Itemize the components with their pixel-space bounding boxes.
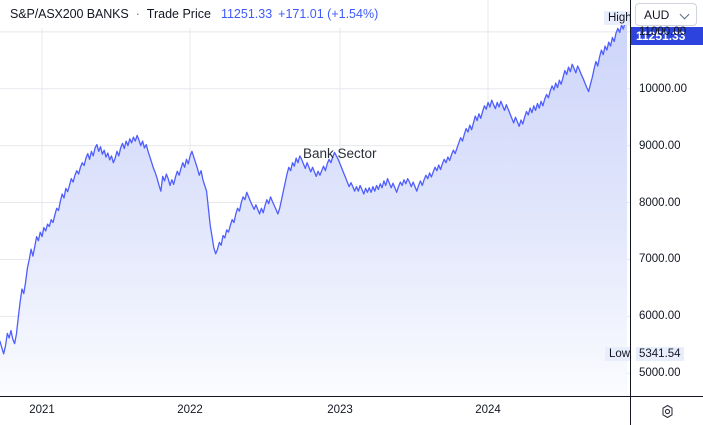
chart-settings-button[interactable]: [630, 397, 703, 425]
current-price-badge: 11251.33: [631, 26, 703, 45]
time-axis-tick: 2024: [475, 404, 501, 416]
legend-change: +171.01 (+1.54%): [278, 7, 379, 21]
crosshair-target-icon: [661, 404, 673, 418]
low-tag: Low: [605, 346, 635, 361]
price-axis-tick: 7000.00: [639, 253, 681, 266]
price-axis-tick: 9000.00: [639, 139, 681, 152]
chart-watermark-label: Bank Sector: [303, 146, 377, 161]
time-axis-tick: 2021: [29, 404, 55, 416]
price-axis-tick: 10000.00: [639, 82, 687, 95]
price-axis-tick: 11000.00: [639, 25, 687, 38]
legend-separator: ·: [135, 7, 140, 21]
price-field-label: Trade Price: [146, 7, 211, 21]
series-area-fill: [0, 17, 627, 396]
time-axis-tick: 2023: [327, 404, 353, 416]
chevron-down-icon: [681, 10, 690, 19]
legend-last-price: 11251.33: [220, 7, 273, 21]
high-tag: High: [604, 10, 636, 25]
series-line: [0, 16, 628, 355]
currency-selector[interactable]: AUD: [635, 3, 697, 26]
price-axis[interactable]: 11251.33 5341.54 11251.33 11000.0010000.…: [630, 0, 703, 396]
chart-svg: [0, 0, 630, 396]
price-axis-low-value: 5341.54: [636, 346, 684, 361]
currency-selector-value: AUD: [644, 7, 670, 22]
chart-plot-area[interactable]: Bank Sector: [0, 0, 630, 396]
symbol-name[interactable]: S&P/ASX200 BANKS: [10, 7, 129, 21]
price-axis-tick: 5000.00: [639, 367, 681, 380]
price-axis-tick: 8000.00: [639, 196, 681, 209]
chart-header: S&P/ASX200 BANKS · Trade Price 11251.33 …: [0, 0, 703, 28]
price-axis-tick: 6000.00: [639, 310, 681, 323]
chart-legend[interactable]: S&P/ASX200 BANKS · Trade Price 11251.33 …: [0, 0, 379, 28]
time-axis-tick: 2022: [177, 404, 203, 416]
time-axis[interactable]: 2021 2022 2023 2024: [0, 396, 703, 425]
